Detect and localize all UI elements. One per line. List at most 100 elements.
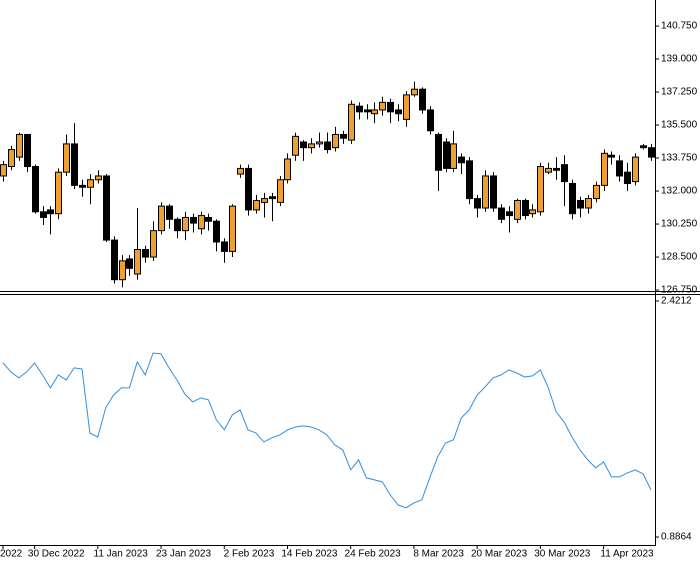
candle-body — [300, 141, 307, 149]
candle-body — [245, 167, 252, 211]
y-tick-label: 132.000 — [661, 186, 698, 197]
candle-body — [205, 216, 212, 222]
candle-body — [269, 196, 276, 200]
candle-body — [63, 143, 70, 173]
candle-body — [403, 94, 410, 120]
y-tick-label: 130.250 — [661, 219, 698, 230]
candle-body — [8, 149, 15, 168]
candle-body — [261, 198, 268, 203]
candle-body — [443, 141, 450, 169]
candle-body — [435, 133, 442, 171]
candle-body — [514, 199, 521, 220]
candle-body — [190, 216, 197, 224]
candle-body — [95, 175, 102, 181]
x-tick-label: 20 Mar 2023 — [471, 549, 528, 560]
candle-body — [395, 109, 402, 115]
candle-body — [237, 167, 244, 175]
candle-body — [308, 143, 315, 149]
candle-body — [348, 103, 355, 141]
x-tick-label: 23 Jan 2023 — [156, 549, 211, 560]
candle-body — [411, 88, 418, 96]
candle-body — [387, 101, 394, 113]
candle-body — [213, 220, 220, 243]
x-tick-label: 2 Feb 2023 — [224, 549, 275, 560]
candle-body — [0, 164, 7, 177]
candle-body — [340, 133, 347, 139]
candle-body — [126, 258, 133, 269]
y-tick-label: 128.500 — [661, 252, 698, 263]
candle-body — [632, 156, 639, 183]
x-tick-label: 30 Mar 2023 — [534, 549, 591, 560]
candle-body — [458, 156, 465, 164]
candle-body — [577, 199, 584, 209]
candle-body — [537, 166, 544, 213]
candle-body — [474, 198, 481, 209]
candle-body — [616, 160, 623, 177]
candle-body — [498, 207, 505, 220]
candle-body — [379, 101, 386, 111]
candle-body — [55, 171, 62, 215]
candle-body — [490, 175, 497, 209]
candle-body — [466, 160, 473, 200]
candle-body — [166, 205, 173, 220]
candle-body — [150, 230, 157, 258]
y-tick-label: 139.000 — [661, 54, 698, 65]
candle-body — [608, 154, 615, 158]
candle-body — [40, 211, 47, 218]
candle-body — [277, 179, 284, 203]
y-tick-label: 140.750 — [661, 21, 698, 32]
candle-body — [158, 205, 165, 232]
candle-body — [332, 133, 339, 149]
candle-body — [71, 143, 78, 186]
indicator-line — [2, 352, 652, 509]
candle-body — [16, 133, 23, 158]
candle-body — [450, 143, 457, 169]
candle-body — [419, 88, 426, 111]
y-tick-label: 133.750 — [661, 153, 698, 164]
x-tick-label: 8 Mar 2023 — [413, 549, 464, 560]
candle-body — [111, 239, 118, 281]
candle-body — [522, 199, 529, 217]
candle-body — [364, 109, 371, 113]
candle-body — [585, 198, 592, 209]
candle-body — [569, 183, 576, 215]
candle-body — [182, 216, 189, 232]
candle-body — [284, 158, 291, 181]
candle-body — [324, 141, 331, 151]
candle-body — [482, 175, 489, 209]
y-tick-label: 137.250 — [661, 87, 698, 98]
candle-body — [79, 184, 86, 188]
x-tick-label: 30 Dec 2022 — [28, 549, 85, 560]
candle-body — [316, 141, 323, 145]
x-tick-label: 11 Apr 2023 — [600, 549, 654, 560]
x-tick-label: 24 Feb 2023 — [345, 549, 402, 560]
candle-body — [174, 218, 181, 232]
x-tick-label: 2022 — [0, 549, 23, 560]
candle-body — [198, 215, 205, 230]
candle-body — [103, 175, 110, 241]
y-tick-label: 126.750 — [661, 285, 698, 296]
candle-body — [292, 135, 299, 156]
candle-body — [427, 109, 434, 132]
y-tick-label: 0.8864 — [661, 532, 692, 543]
candle-body — [32, 166, 39, 213]
y-tick-label: 135.500 — [661, 120, 698, 131]
candle-body — [601, 152, 608, 186]
candle-body — [648, 147, 655, 158]
candle-body — [24, 133, 31, 168]
candle-body — [134, 249, 141, 275]
candle-body — [624, 171, 631, 185]
x-tick-label: 11 Jan 2023 — [94, 549, 149, 560]
candle-body — [47, 209, 54, 215]
candle-body — [221, 241, 228, 252]
candle-body — [553, 167, 560, 171]
candle-body — [142, 249, 149, 258]
candle-body — [229, 205, 236, 252]
candle-body — [506, 211, 513, 217]
x-tick-label: 14 Feb 2023 — [281, 549, 338, 560]
candle-body — [529, 209, 536, 215]
candle-body — [593, 184, 600, 200]
candle-body — [545, 167, 552, 173]
y-tick-label: 2.4212 — [661, 296, 692, 307]
